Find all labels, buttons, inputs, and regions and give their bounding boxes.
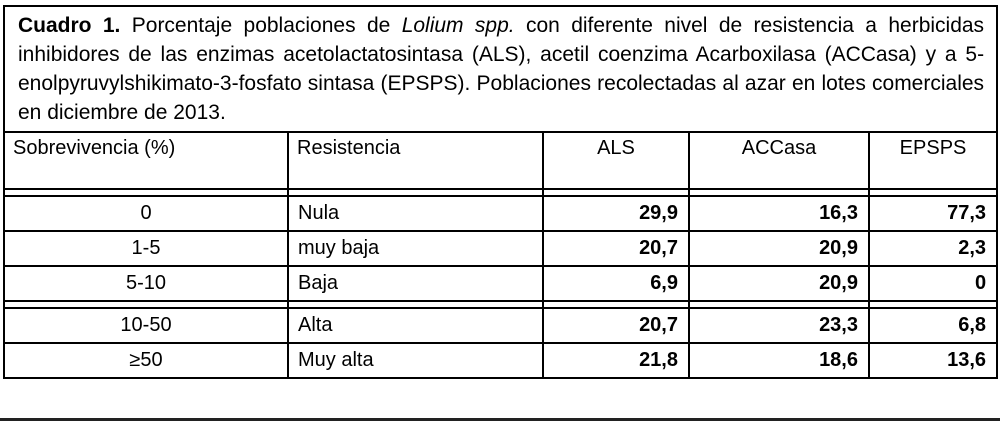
column-header-epsps: EPSPS (867, 131, 999, 190)
caption-label: Cuadro 1. (18, 14, 121, 37)
caption-text-before: Porcentaje poblaciones de (120, 14, 402, 37)
caption-text-after: con diferente nivel de resistencia a her… (18, 14, 985, 124)
cell-epsps: 2,3 (867, 230, 999, 267)
cell-epsps: 77,3 (867, 195, 999, 232)
table-caption: Cuadro 1. Porcentaje poblaciones de Loli… (2, 5, 999, 133)
caption-species-name: Lolium spp. (401, 14, 515, 37)
column-header-accasa: ACCasa (688, 131, 870, 190)
table-row: 10-50 Alta 20,7 23,3 6,8 (3, 307, 999, 344)
table-row: 0 Nula 29,9 16,3 77,3 (3, 195, 999, 232)
table-row: 1-5 muy baja 20,7 20,9 2,3 (3, 230, 999, 267)
table-header-row: Sobrevivencia (%) Resistencia ALS ACCasa… (3, 131, 999, 190)
cell-accasa: 20,9 (688, 265, 870, 302)
cell-accasa: 16,3 (688, 195, 870, 232)
cell-survival: 10-50 (3, 307, 289, 344)
cell-epsps: 6,8 (867, 307, 999, 344)
resistance-table: Cuadro 1. Porcentaje poblaciones de Loli… (2, 5, 999, 379)
cell-resistance: Muy alta (287, 342, 544, 379)
table-container: Cuadro 1. Porcentaje poblaciones de Loli… (2, 5, 999, 379)
row-separator (3, 300, 999, 309)
cell-survival: ≥50 (3, 342, 289, 379)
cell-epsps: 0 (867, 265, 999, 302)
cell-als: 20,7 (542, 307, 690, 344)
cell-accasa: 18,6 (688, 342, 870, 379)
row-separator (3, 188, 999, 197)
cell-survival: 5-10 (3, 265, 289, 302)
cell-resistance: Nula (287, 195, 544, 232)
column-header-survival: Sobrevivencia (%) (3, 131, 289, 190)
cell-resistance: Alta (287, 307, 544, 344)
cell-survival: 1-5 (3, 230, 289, 267)
cell-accasa: 23,3 (688, 307, 870, 344)
cell-als: 6,9 (542, 265, 690, 302)
table-row: 5-10 Baja 6,9 20,9 0 (3, 265, 999, 302)
cell-accasa: 20,9 (688, 230, 870, 267)
cell-epsps: 13,6 (867, 342, 999, 379)
cell-als: 21,8 (542, 342, 690, 379)
caption-row: Cuadro 1. Porcentaje poblaciones de Loli… (2, 5, 999, 133)
table-row: ≥50 Muy alta 21,8 18,6 13,6 (3, 342, 999, 379)
cell-als: 29,9 (542, 195, 690, 232)
cell-resistance: muy baja (287, 230, 544, 267)
bottom-rule (0, 418, 1000, 421)
cell-survival: 0 (3, 195, 289, 232)
cell-resistance: Baja (287, 265, 544, 302)
cell-als: 20,7 (542, 230, 690, 267)
column-header-als: ALS (542, 131, 690, 190)
column-header-resistance: Resistencia (287, 131, 544, 190)
